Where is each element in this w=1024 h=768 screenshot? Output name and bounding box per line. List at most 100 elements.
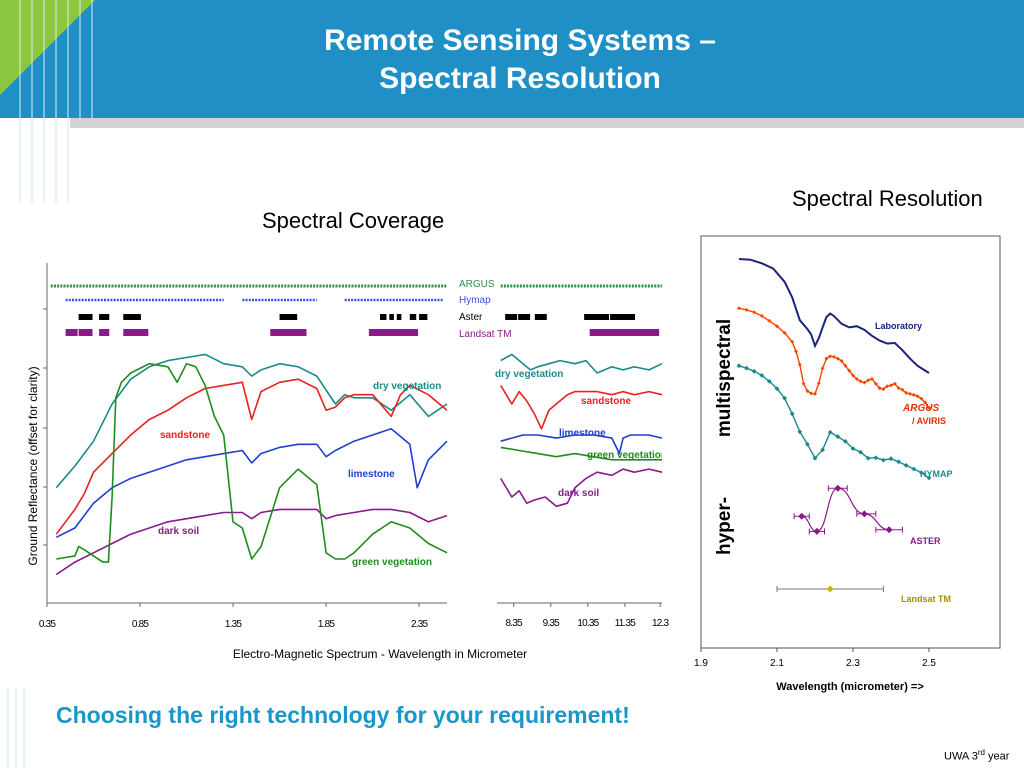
marker-argus-aviris <box>870 377 874 381</box>
x-tick-label: 12.3 <box>652 618 670 629</box>
band-aster <box>409 314 417 320</box>
thermal-label-sandstone: sandstone <box>581 396 631 407</box>
marker-aster <box>860 510 868 518</box>
series-limestone <box>500 434 663 455</box>
marker-aster <box>834 484 842 492</box>
marker-hymap <box>850 446 856 451</box>
x-tick-label: 1.35 <box>225 619 243 630</box>
series-label-dark-soil: dark soil <box>158 526 199 537</box>
x-tick-label: 2.3 <box>846 658 860 669</box>
x-tick-label: 1.9 <box>694 658 708 669</box>
marker-argus-aviris <box>892 381 897 386</box>
marker-argus-aviris <box>843 363 848 368</box>
marker-hymap <box>782 395 787 401</box>
x-tick-label: 9.35 <box>543 618 561 629</box>
x-tick-label: 2.35 <box>411 619 429 630</box>
band-aster <box>396 314 402 320</box>
thermal-chart: 8.35 9.35 10.35 11.35 12.3 dry vegetation sand… <box>495 250 686 629</box>
band-landsat-tm <box>78 329 93 336</box>
marker-hymap <box>911 466 917 472</box>
x-tick-label: 8.35 <box>506 618 524 629</box>
marker-argus-aviris <box>911 392 916 397</box>
series-dark-soil <box>55 508 448 576</box>
marker-aster <box>885 526 893 534</box>
marker-argus-aviris <box>889 383 893 388</box>
marker-argus-aviris <box>858 379 863 384</box>
band-aster <box>505 314 518 320</box>
marker-hymap <box>843 439 848 444</box>
marker-hymap <box>873 455 879 461</box>
marker-argus-aviris <box>828 354 833 359</box>
thermal-label-green-vegetation: green vegetation <box>587 450 667 461</box>
resolution-label-hymap: HYMAP <box>920 469 953 479</box>
marker-argus-aviris <box>839 359 844 363</box>
marker-hymap <box>827 429 833 435</box>
marker-argus-aviris <box>847 368 852 373</box>
marker-argus-aviris <box>919 396 924 401</box>
header-stripe <box>70 118 1024 128</box>
marker-argus-aviris <box>877 386 882 391</box>
series-sandstone <box>55 378 448 535</box>
series-laboratory <box>738 258 930 374</box>
marker-argus-aviris <box>927 405 931 410</box>
x-tick-label: 0.35 <box>39 619 57 630</box>
marker-argus-aviris <box>775 324 779 329</box>
band-aster <box>610 314 636 320</box>
resolution-label-argus: ARGUS <box>902 403 939 414</box>
marker-argus-aviris <box>767 318 772 323</box>
bottom-tagline: Choosing the right technology for your r… <box>56 702 630 728</box>
bottom-left-decoration <box>7 688 25 768</box>
band-aster <box>78 314 93 320</box>
marker-hymap <box>789 411 795 417</box>
marker-hymap <box>926 475 932 481</box>
marker-aster <box>813 527 821 535</box>
marker-argus-aviris <box>744 307 749 312</box>
band-aster <box>99 314 110 320</box>
chart-frame <box>700 235 1001 649</box>
x-tick-label: 11.35 <box>615 618 637 629</box>
title-line-1: Remote Sensing Systems – <box>324 24 716 57</box>
marker-hymap <box>797 429 803 435</box>
footer-text: UWA 3rd year <box>944 748 1009 763</box>
band-landsat-tm <box>65 329 78 336</box>
footer-main: UWA 3 <box>944 750 978 763</box>
marker-hymap <box>744 365 749 371</box>
series-dark-soil <box>500 468 663 508</box>
header-banner: Remote Sensing Systems – Spectral Resolu… <box>0 0 1024 118</box>
x-axis-label: Electro-Magnetic Spectrum - Wavelength i… <box>233 647 527 661</box>
band-aster <box>419 314 428 320</box>
marker-hymap <box>736 363 742 369</box>
marker-hymap <box>858 449 863 455</box>
marker-hymap <box>865 455 871 461</box>
marker-hymap <box>903 463 909 468</box>
marker-argus-aviris <box>816 381 821 386</box>
x-tick-label: 1.85 <box>318 619 336 630</box>
x-tick-label: 0.85 <box>132 619 150 630</box>
resolution-label-laboratory: Laboratory <box>875 321 922 331</box>
marker-argus-aviris <box>820 366 825 371</box>
marker-argus-aviris <box>797 362 802 367</box>
series-dry-vegetation <box>55 353 448 489</box>
band-landsat-tm <box>123 329 149 336</box>
multispectral-label: multispectral <box>714 319 735 437</box>
marker-hymap <box>919 470 924 475</box>
marker-aster <box>798 512 806 520</box>
marker-hymap <box>835 434 841 439</box>
legend-hymap: Hymap <box>459 295 491 306</box>
marker-argus-aviris <box>790 339 795 344</box>
marker-argus-aviris <box>862 380 867 385</box>
band-aster <box>534 314 547 320</box>
marker-hymap <box>767 379 772 384</box>
band-aster <box>279 314 298 320</box>
marker-argus-aviris <box>809 391 814 396</box>
marker-argus-aviris <box>896 386 901 391</box>
band-aster <box>584 314 610 320</box>
resolution-label-aster: ASTER <box>910 536 941 546</box>
thermal-label-dark-soil: dark soil <box>558 488 599 499</box>
x-tick-label: 2.5 <box>922 658 936 669</box>
marker-argus-aviris <box>854 377 859 381</box>
resolution-label-aviris: / AVIRIS <box>912 416 946 426</box>
band-aster <box>123 314 141 320</box>
thermal-label-limestone: limestone <box>559 428 606 439</box>
